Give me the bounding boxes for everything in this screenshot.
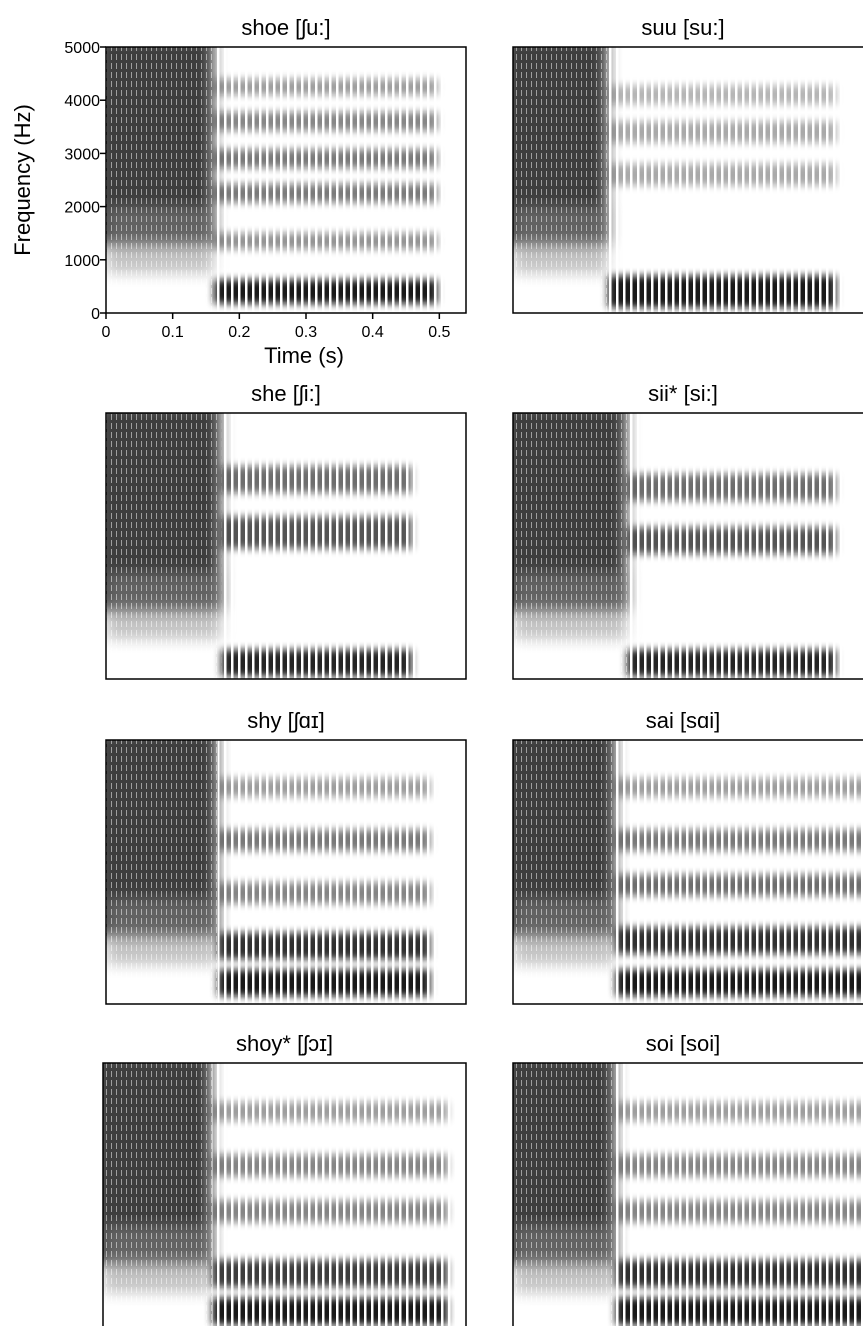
voicing-striations xyxy=(211,1063,466,1326)
panel-frame xyxy=(102,1062,467,1326)
noise-texture xyxy=(513,740,616,1004)
panel-title: soi [soi] xyxy=(646,1031,721,1056)
panel-title: shy [ʃɑɪ] xyxy=(247,708,325,733)
y-tick-label: 3000 xyxy=(64,146,100,163)
x-tick-label: 0.5 xyxy=(428,324,450,341)
spectrogram-image xyxy=(513,740,863,1004)
spectrogram-panel: shoy* [ʃɔɪ] xyxy=(102,1031,467,1326)
noise-texture xyxy=(513,47,608,313)
x-tick-label: 0.2 xyxy=(228,324,250,341)
voicing-striations xyxy=(615,740,863,1004)
y-axis-label: Frequency (Hz) xyxy=(10,104,35,256)
noise-texture xyxy=(106,47,214,313)
voicing-striations xyxy=(221,413,466,679)
voicing-striations xyxy=(608,47,863,313)
y-tick-label: 1000 xyxy=(64,253,100,270)
voicing-striations xyxy=(214,47,466,313)
spectrogram-image xyxy=(513,47,863,313)
y-tick-label: 4000 xyxy=(64,93,100,110)
x-tick-label: 0.4 xyxy=(362,324,384,341)
noise-texture xyxy=(106,413,222,679)
panel-title: suu [su:] xyxy=(641,15,724,40)
panel-frame xyxy=(105,739,467,1005)
panel-frame xyxy=(512,412,863,680)
x-tick-label: 0.1 xyxy=(162,324,184,341)
panel-title: shoy* [ʃɔɪ] xyxy=(236,1031,333,1056)
spectrogram-panel: sai [sɑi] xyxy=(512,708,863,1005)
noise-texture xyxy=(103,1063,212,1326)
y-tick-label: 2000 xyxy=(64,200,100,217)
voicing-striations xyxy=(217,740,466,1004)
spectrogram-image xyxy=(106,47,466,313)
spectrogram-image xyxy=(106,740,466,1004)
panel-title: she [ʃi:] xyxy=(251,381,321,406)
spectrogram-panel: shy [ʃɑɪ] xyxy=(105,708,467,1005)
panel-frame xyxy=(512,739,863,1005)
panel-frame xyxy=(512,1062,863,1326)
panel-frame xyxy=(105,412,467,680)
panel-frame xyxy=(512,46,863,314)
spectrogram-image xyxy=(513,1063,863,1326)
voicing-striations xyxy=(615,1063,863,1326)
spectrogram-panel: shoe [ʃu:] 0 0.1 0.2 0.3 0.4 0.5 0 1000 2000 3000 4… xyxy=(10,15,467,368)
spectrogram-panel: suu [su:] xyxy=(512,15,863,314)
panel-title: sii* [si:] xyxy=(648,381,718,406)
y-tick-label: 5000 xyxy=(64,40,100,57)
voicing-striations xyxy=(627,413,863,679)
panel-title: shoe [ʃu:] xyxy=(241,15,330,40)
spectrogram-panel: sii* [si:] xyxy=(512,381,863,680)
spectrogram-image xyxy=(106,413,466,679)
spectrogram-image xyxy=(103,1063,466,1326)
noise-texture xyxy=(513,413,627,679)
noise-texture xyxy=(513,1063,616,1326)
panel-frame xyxy=(105,46,467,314)
spectrogram-panel: she [ʃi:] xyxy=(105,381,467,680)
y-tick-label: 0 xyxy=(91,306,100,323)
spectrogram-image xyxy=(513,413,863,679)
x-tick-label: 0 xyxy=(102,324,111,341)
noise-texture xyxy=(106,740,218,1004)
x-axis-label: Time (s) xyxy=(264,343,344,368)
panel-title: sai [sɑi] xyxy=(646,708,721,733)
x-tick-label: 0.3 xyxy=(295,324,317,341)
spectrogram-panel: soi [soi] xyxy=(512,1031,863,1326)
